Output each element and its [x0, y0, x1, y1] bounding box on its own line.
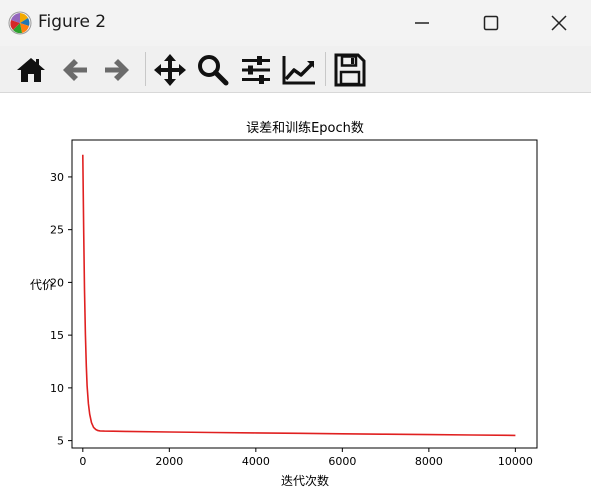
y-tick-label: 15	[50, 329, 64, 342]
plot-area	[82, 154, 516, 437]
x-tick-label: 4000	[242, 455, 270, 468]
magnifier-icon	[198, 55, 229, 86]
line-chart-icon	[282, 56, 315, 85]
y-tick-label: 25	[50, 224, 64, 237]
x-tick-label: 2000	[155, 455, 183, 468]
maximize-button[interactable]	[456, 0, 526, 46]
arrow-right-icon	[105, 59, 129, 81]
y-tick-label: 20	[50, 276, 64, 289]
close-button[interactable]	[526, 0, 591, 46]
floppy-disk-icon	[334, 53, 366, 87]
arrow-left-icon	[63, 59, 87, 81]
y-tick-label: 10	[50, 382, 64, 395]
x-tick-label: 8000	[415, 455, 443, 468]
close-icon	[550, 15, 567, 31]
x-tick-label: 6000	[328, 455, 356, 468]
series-line	[82, 154, 516, 437]
pan-button[interactable]	[152, 52, 188, 88]
matplotlib-icon	[8, 11, 32, 35]
title-bar: Figure 2	[0, 0, 591, 46]
plot-frame	[71, 139, 538, 449]
line-chart: 误差和训练Epoch数 5 10 15 20 25 30 0 2000 4000 6000 800…	[30, 121, 538, 488]
window-title: Figure 2	[38, 12, 107, 32]
x-tick-label: 10000	[498, 455, 533, 468]
forward-button[interactable]	[99, 52, 135, 88]
figure-canvas[interactable]: 误差和训练Epoch数 5 10 15 20 25 30 0 2000 4000 6000 800…	[0, 93, 591, 491]
save-button[interactable]	[332, 52, 368, 88]
y-tick-label: 5	[57, 435, 64, 448]
minimize-icon	[415, 22, 429, 24]
toolbar-separator	[325, 52, 326, 86]
back-button[interactable]	[57, 52, 93, 88]
home-button[interactable]	[13, 52, 49, 88]
y-tick-label: 30	[50, 171, 64, 184]
chart-title: 误差和训练Epoch数	[246, 121, 364, 136]
toolbar-separator	[145, 52, 146, 86]
home-icon	[17, 58, 45, 82]
maximize-icon	[483, 15, 499, 31]
navigation-toolbar	[0, 46, 591, 93]
x-axis: 0 2000 4000 6000 8000 10000	[79, 448, 533, 468]
zoom-button[interactable]	[195, 52, 231, 88]
y-axis: 5 10 15 20 25 30	[50, 171, 72, 448]
configure-subplots-button[interactable]	[238, 52, 274, 88]
edit-axis-button[interactable]	[281, 52, 317, 88]
move-icon	[154, 54, 186, 86]
sliders-icon	[242, 56, 270, 84]
x-tick-label: 0	[79, 455, 86, 468]
y-axis-label: 代价	[30, 278, 54, 292]
minimize-button[interactable]	[387, 0, 457, 46]
x-axis-label: 迭代次数	[281, 473, 329, 488]
